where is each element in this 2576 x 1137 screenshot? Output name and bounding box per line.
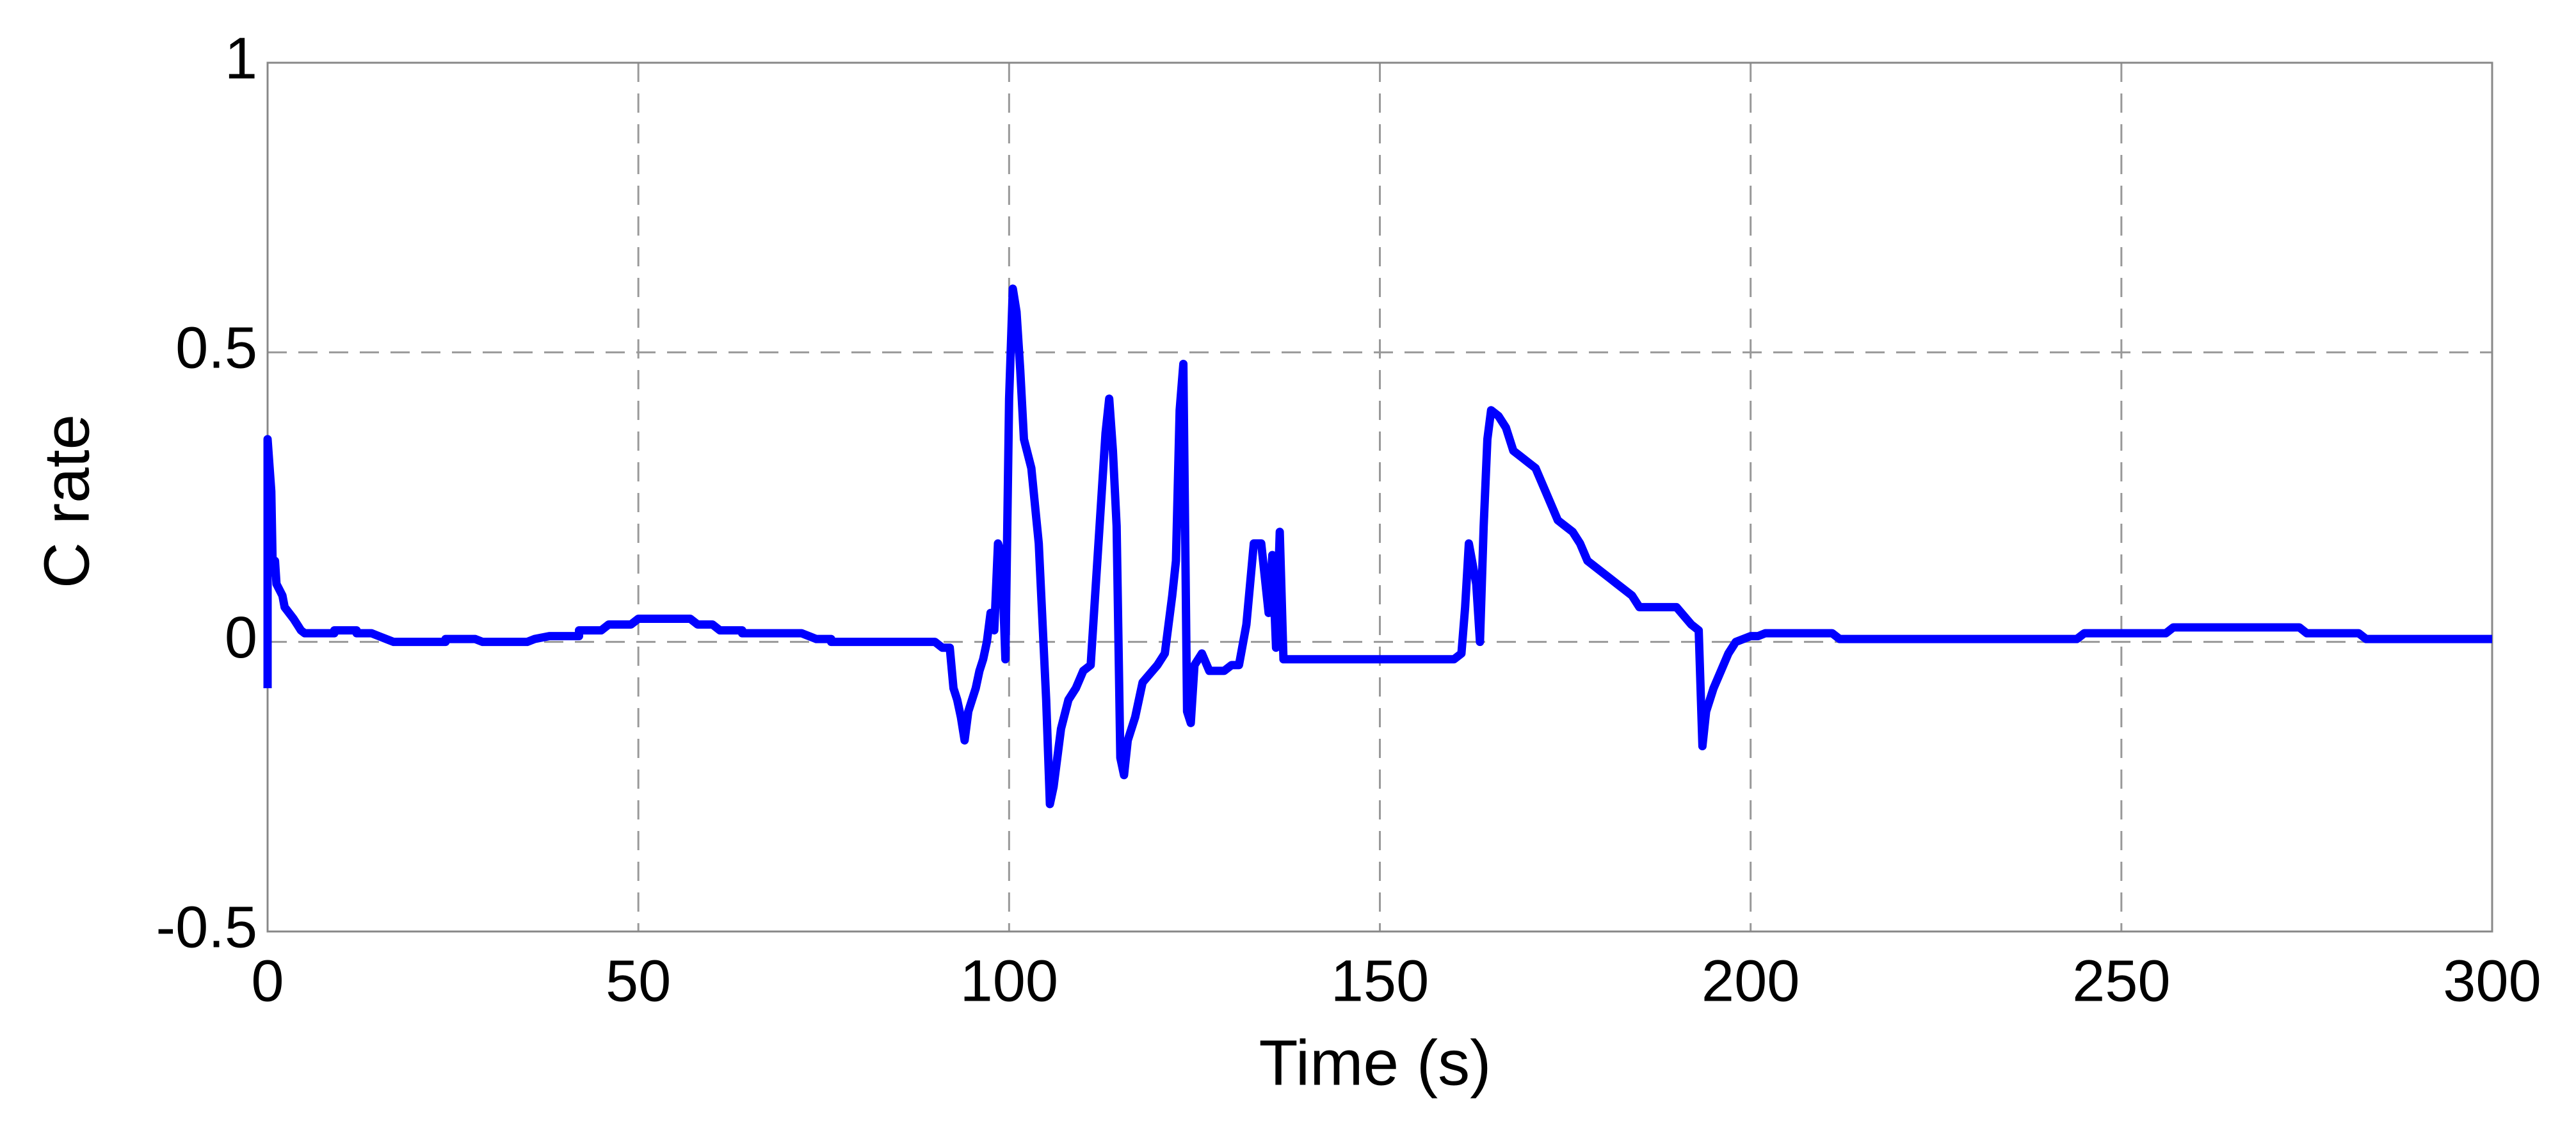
- x-tick-label: 300: [2443, 948, 2541, 1013]
- y-tick-label: 0: [225, 605, 257, 670]
- x-tick-label: 150: [1331, 948, 1429, 1013]
- x-axis-label: Time (s): [1259, 1027, 1492, 1099]
- x-tick-label: 250: [2072, 948, 2171, 1013]
- line: [263, 284, 2492, 809]
- y-axis-label: C rate: [31, 414, 102, 588]
- y-tick-label: 0.5: [175, 316, 257, 381]
- y-tick-label: -0.5: [156, 894, 257, 960]
- x-tick-label: 100: [960, 948, 1059, 1013]
- x-tick-label: 0: [251, 948, 284, 1013]
- y-tick-label: 1: [225, 26, 257, 91]
- x-tick-label: 50: [606, 948, 671, 1013]
- x-tick-label: 200: [1702, 948, 1800, 1013]
